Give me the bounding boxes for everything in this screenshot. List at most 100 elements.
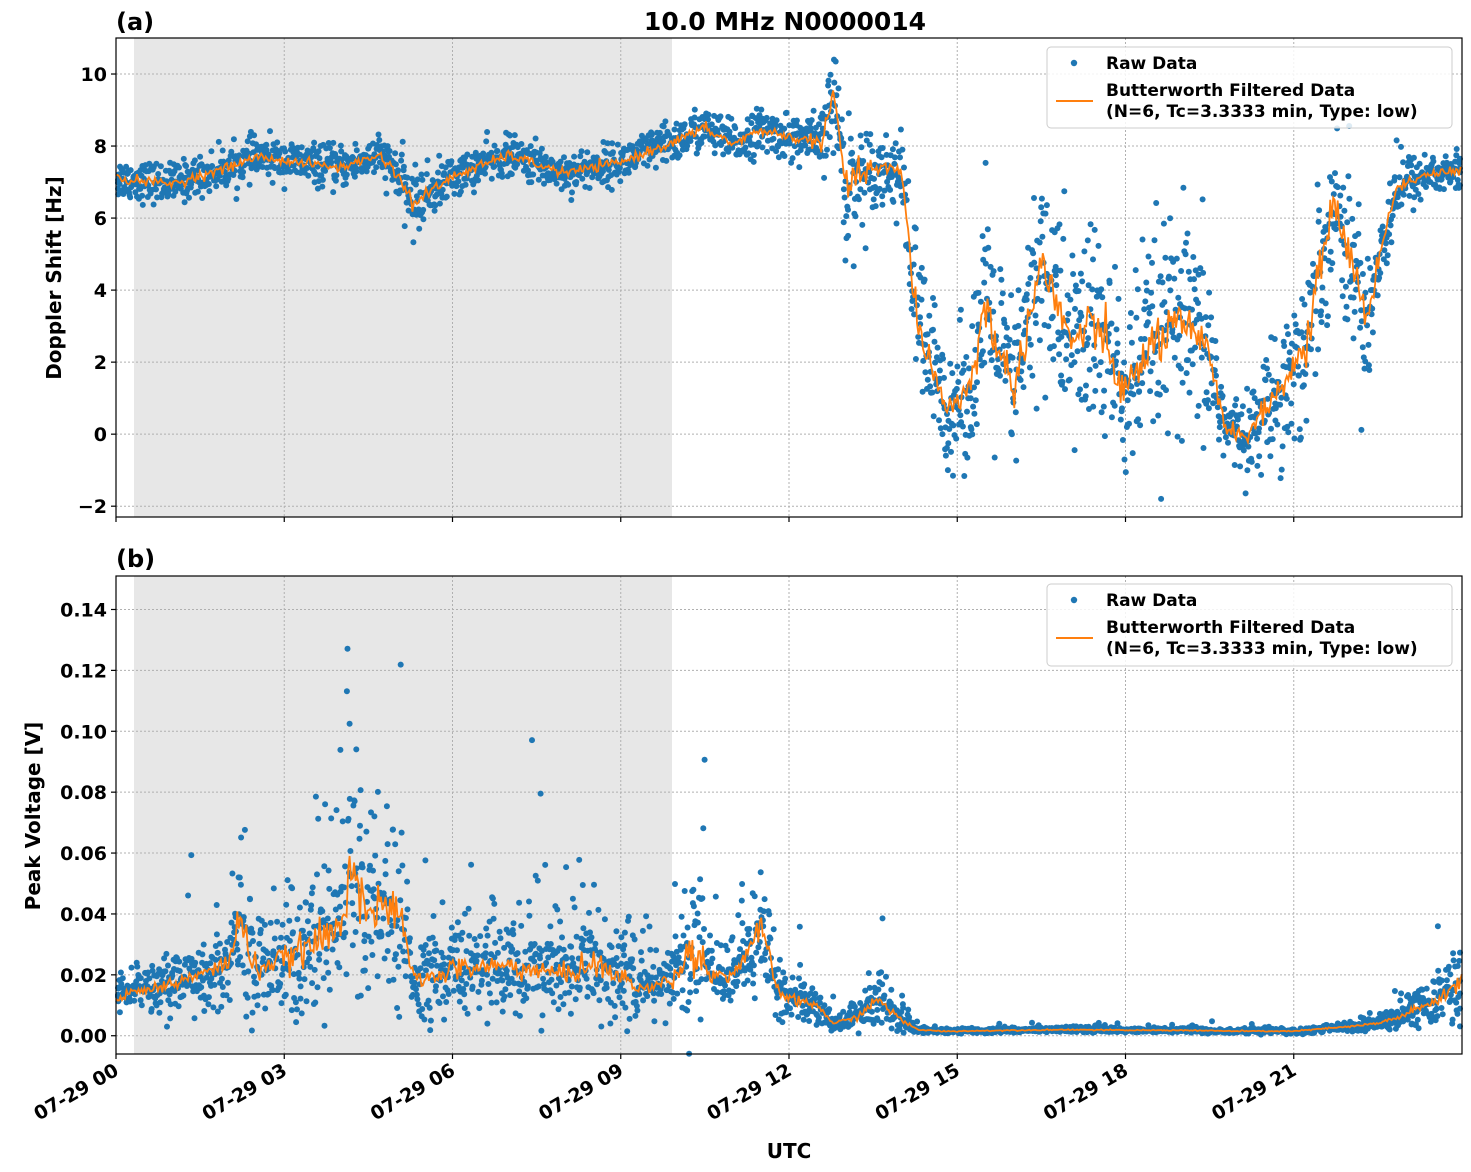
raw-data-point — [999, 290, 1006, 297]
raw-data-point — [936, 417, 942, 424]
raw-data-point — [912, 225, 919, 232]
panel-a-filtered-line — [115, 90, 1463, 446]
raw-data-point — [460, 986, 467, 992]
raw-data-point — [1389, 212, 1396, 219]
raw-data-point — [483, 138, 490, 145]
raw-data-point — [613, 955, 620, 961]
raw-data-point — [1343, 303, 1350, 310]
raw-data-point — [1351, 242, 1357, 248]
raw-data-point — [277, 980, 284, 987]
raw-data-point — [259, 164, 266, 170]
raw-data-point — [326, 986, 333, 993]
raw-data-point — [372, 852, 379, 859]
raw-data-point — [1108, 320, 1115, 327]
raw-data-point — [931, 338, 938, 345]
raw-data-point — [679, 987, 686, 994]
raw-data-point — [917, 321, 924, 328]
raw-data-point — [796, 923, 803, 930]
raw-data-point — [879, 201, 886, 208]
raw-data-point — [1411, 194, 1418, 201]
raw-data-point — [601, 916, 608, 923]
raw-data-point — [638, 949, 644, 956]
raw-data-point — [968, 426, 975, 433]
raw-data-point — [148, 1006, 155, 1012]
raw-data-point — [1198, 354, 1205, 361]
raw-data-point — [888, 1025, 895, 1032]
raw-data-point — [915, 333, 922, 340]
raw-data-point — [1074, 323, 1081, 330]
raw-data-point — [1150, 418, 1157, 425]
raw-data-point — [261, 921, 268, 928]
raw-data-point — [454, 919, 461, 926]
raw-data-point — [861, 189, 868, 196]
raw-data-point — [1157, 273, 1164, 280]
raw-data-point — [1365, 362, 1372, 369]
raw-data-point — [781, 125, 788, 132]
y-tick-label: 0 — [94, 424, 107, 446]
raw-data-point — [796, 975, 802, 982]
raw-data-point — [206, 188, 213, 195]
raw-data-point — [194, 188, 201, 195]
raw-data-point — [137, 997, 144, 1004]
raw-data-point — [614, 141, 621, 148]
raw-data-point — [531, 958, 538, 965]
raw-data-point — [461, 991, 468, 998]
raw-data-point — [869, 148, 876, 155]
raw-data-point — [1369, 329, 1376, 336]
raw-data-point — [764, 148, 771, 155]
raw-data-point — [969, 431, 976, 438]
raw-data-point — [581, 158, 588, 165]
panel-a-legend-box — [1046, 46, 1453, 129]
raw-data-point — [1328, 178, 1335, 185]
raw-data-point — [400, 948, 407, 955]
raw-data-point — [868, 1008, 875, 1015]
raw-data-point — [1361, 365, 1368, 372]
y-tick-label: 6 — [94, 208, 107, 230]
raw-data-point — [380, 915, 387, 922]
raw-data-point — [1345, 173, 1352, 180]
raw-data-point — [466, 932, 473, 939]
raw-data-point — [1113, 358, 1119, 365]
raw-data-point — [189, 166, 196, 173]
raw-data-point — [1166, 273, 1172, 280]
raw-data-point — [1143, 279, 1150, 286]
raw-data-point — [482, 170, 488, 177]
raw-data-point — [1137, 422, 1144, 429]
raw-data-point — [1233, 396, 1240, 403]
raw-data-point — [228, 148, 235, 155]
raw-data-point — [462, 181, 469, 188]
raw-data-point — [1038, 195, 1045, 202]
raw-data-point — [796, 164, 803, 171]
raw-data-point — [1175, 294, 1182, 301]
raw-data-point — [957, 306, 964, 313]
raw-data-point — [316, 956, 323, 963]
raw-data-point — [436, 200, 443, 207]
raw-data-point — [663, 157, 670, 164]
raw-data-point — [956, 316, 963, 323]
raw-data-point — [1203, 389, 1210, 396]
raw-data-point — [382, 871, 389, 878]
raw-data-point — [653, 947, 660, 954]
raw-data-point — [406, 935, 413, 942]
raw-data-point — [1254, 462, 1261, 469]
raw-data-point — [283, 901, 290, 908]
raw-data-point — [1015, 287, 1022, 294]
raw-data-point — [264, 950, 271, 957]
raw-data-point — [571, 904, 578, 911]
raw-data-point — [542, 861, 549, 868]
raw-data-point — [1291, 312, 1298, 319]
raw-data-point — [751, 995, 758, 1002]
raw-data-point — [626, 1015, 633, 1022]
raw-data-point — [899, 146, 906, 153]
raw-data-point — [883, 132, 890, 139]
raw-data-point — [1033, 405, 1040, 412]
raw-data-point — [705, 111, 712, 118]
raw-data-point — [732, 125, 739, 132]
raw-data-point — [1126, 324, 1133, 331]
raw-data-point — [127, 194, 134, 201]
raw-data-point — [1278, 466, 1285, 473]
raw-data-point — [282, 991, 289, 998]
raw-data-point — [293, 1019, 300, 1026]
raw-data-point — [694, 919, 701, 926]
raw-data-point — [1314, 181, 1321, 188]
